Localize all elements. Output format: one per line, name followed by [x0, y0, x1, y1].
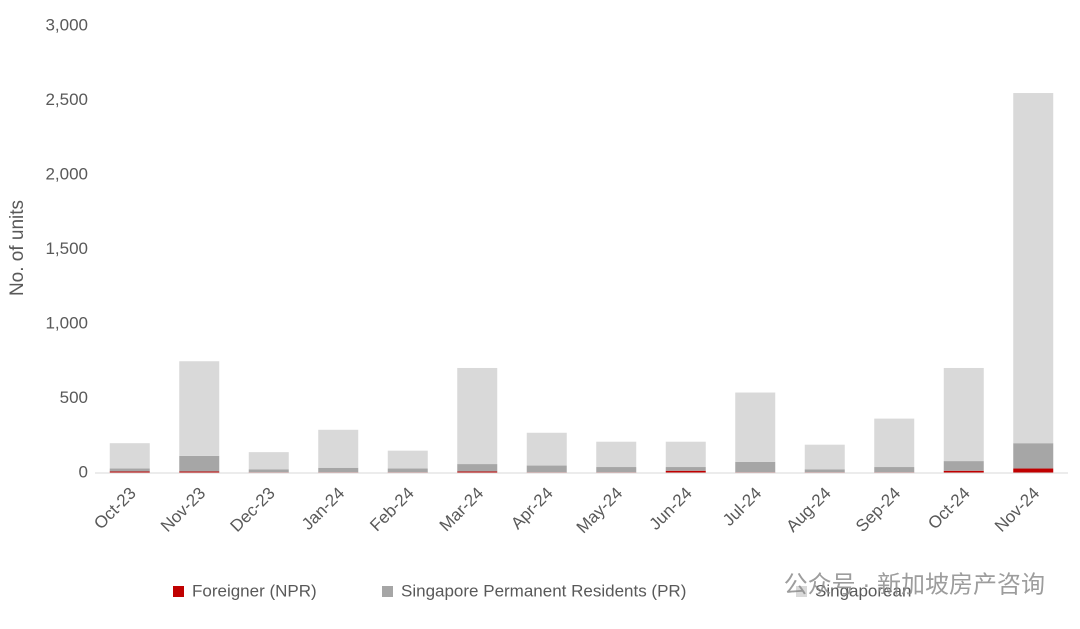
y-tick-label: 2,000 — [45, 164, 88, 183]
legend-label: Singapore Permanent Residents (PR) — [401, 581, 686, 600]
y-tick-label: 0 — [79, 462, 88, 481]
y-tick-label: 1,000 — [45, 313, 88, 332]
bar-segment — [109, 468, 150, 472]
bar-segment — [526, 465, 567, 473]
bar-segment — [943, 461, 984, 471]
bar-segment — [596, 441, 637, 468]
x-tick-label: Jun-24 — [646, 484, 696, 534]
legend-swatch — [382, 586, 393, 597]
x-tick-label: Oct-23 — [90, 484, 140, 534]
bar-segment — [874, 418, 915, 468]
x-tick-label: Mar-24 — [436, 484, 488, 536]
bar-segment — [248, 469, 289, 473]
bar-segment — [596, 467, 637, 473]
bar-segment — [457, 471, 498, 473]
bar-segment — [735, 461, 776, 473]
bar-segment — [109, 443, 150, 469]
x-tick-label: Feb-24 — [366, 484, 418, 536]
watermark: 公众号 · 新加坡房产咨询 — [784, 571, 1045, 598]
bar-segment — [665, 470, 706, 473]
y-tick-label: 2,500 — [45, 90, 88, 109]
bar-segment — [179, 455, 220, 472]
x-tick-label: May-24 — [573, 484, 627, 538]
x-tick-label: Jan-24 — [298, 484, 348, 534]
x-tick-label: Apr-24 — [507, 484, 557, 534]
bar-segment — [179, 361, 220, 456]
bar-segment — [457, 367, 498, 465]
bar-segment — [1013, 468, 1054, 473]
x-tick-label: Dec-23 — [227, 484, 279, 536]
x-tick-label: Aug-24 — [783, 484, 835, 536]
y-axis-label: No. of units — [7, 200, 28, 296]
bar-segment — [665, 441, 706, 468]
bar-segment — [248, 452, 289, 470]
bar-segment — [735, 392, 776, 462]
bar-segment — [943, 367, 984, 462]
bar-segment — [665, 467, 706, 471]
bar-segment — [1013, 93, 1054, 444]
y-tick-label: 3,000 — [45, 15, 88, 34]
bar-segment — [179, 471, 220, 473]
bar-segment — [387, 450, 428, 469]
legend-label: Singaporean — [815, 581, 911, 600]
bar-segment — [804, 469, 845, 473]
bar-segment — [318, 429, 359, 468]
y-tick-label: 1,500 — [45, 239, 88, 258]
bar-segment — [109, 471, 150, 473]
bar-segment — [457, 464, 498, 472]
bar-segment — [943, 470, 984, 473]
bar-segment — [1013, 443, 1054, 469]
bar-segment — [874, 467, 915, 473]
x-tick-label: Sep-24 — [852, 484, 904, 536]
bar-segment — [387, 468, 428, 473]
bar-segment — [804, 444, 845, 470]
x-tick-label: Oct-24 — [924, 484, 974, 534]
bar-segment — [318, 467, 359, 473]
legend-swatch — [796, 586, 807, 597]
x-tick-label: Nov-24 — [991, 484, 1043, 536]
x-tick-label: Jul-24 — [719, 484, 765, 530]
y-tick-label: 500 — [60, 388, 88, 407]
x-tick-label: Nov-23 — [157, 484, 209, 536]
bar-segment — [526, 432, 567, 466]
legend-label: Foreigner (NPR) — [192, 581, 317, 600]
legend-swatch — [173, 586, 184, 597]
